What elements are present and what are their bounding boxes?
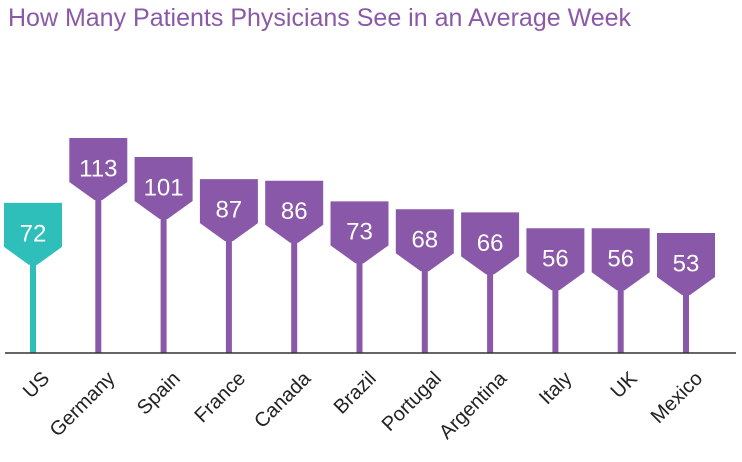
data-label-uk: 56	[607, 246, 634, 273]
category-label-portugal: Portugal	[378, 368, 446, 436]
data-label-spain: 101	[144, 174, 184, 201]
bar-uk	[591, 228, 650, 291]
data-label-brazil: 73	[346, 219, 373, 246]
category-label-uk: UK	[607, 367, 643, 403]
category-label-brazil: Brazil	[330, 368, 381, 419]
bar-brazil	[330, 201, 389, 264]
chart-title: How Many Patients Physicians See in an A…	[8, 4, 632, 32]
category-label-germany: Germany	[46, 368, 120, 442]
category-label-argentina: Argentina	[435, 367, 512, 444]
category-label-canada: Canada	[250, 367, 316, 433]
category-label-us: US	[19, 368, 54, 403]
bar-germany	[69, 138, 128, 200]
category-label-mexico: Mexico	[647, 368, 707, 428]
category-label-italy: Italy	[535, 368, 576, 409]
category-label-spain: Spain	[133, 368, 185, 420]
data-label-portugal: 68	[411, 227, 438, 254]
bar-france	[199, 179, 258, 242]
category-label-france: France	[190, 368, 250, 428]
bar-canada	[265, 180, 324, 243]
chart-marks: 72 113 101 87 86 73 68 66 56 56 53	[4, 138, 715, 353]
data-label-us: 72	[20, 220, 47, 247]
bar-spain	[134, 157, 193, 219]
bar-mexico	[657, 233, 715, 295]
bar-argentina	[461, 212, 520, 275]
data-label-mexico: 53	[673, 250, 700, 277]
bar-portugal	[395, 209, 454, 272]
data-label-italy: 56	[542, 246, 569, 273]
bar-italy	[526, 228, 585, 291]
data-label-canada: 86	[281, 198, 308, 225]
bar-us	[4, 202, 62, 265]
data-label-germany: 113	[79, 155, 117, 182]
data-label-argentina: 66	[477, 230, 504, 257]
data-label-france: 87	[216, 197, 243, 224]
